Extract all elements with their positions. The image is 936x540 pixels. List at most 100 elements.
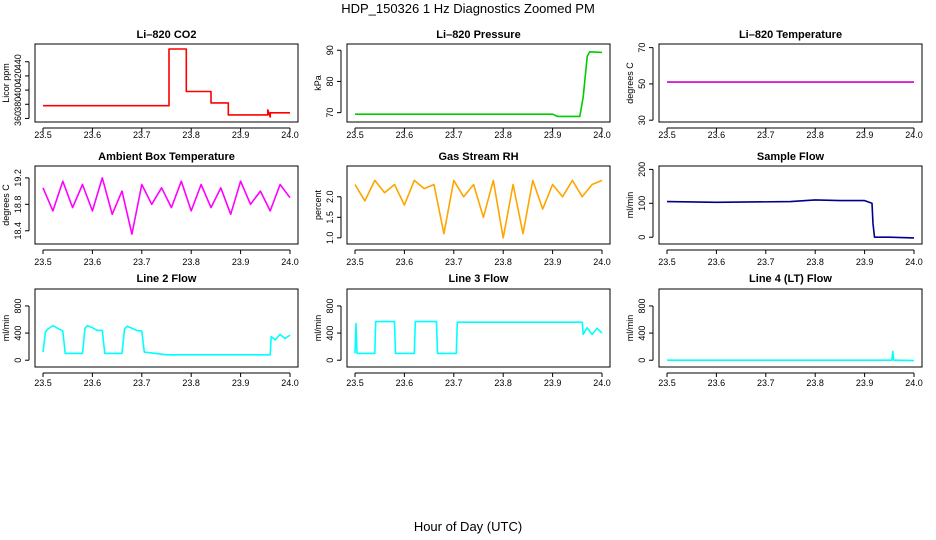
y-tick-label: 380 — [13, 97, 23, 112]
y-axis: 0 100 200 — [637, 162, 654, 240]
plot-frame — [658, 43, 923, 123]
y-axis-label: percent — [313, 189, 323, 220]
x-tick-label: 23.7 — [133, 130, 151, 140]
x-tick-label: 23.5 — [658, 378, 676, 388]
x-tick-label: 23.8 — [806, 378, 824, 388]
x-tick-label: 23.6 — [396, 257, 414, 267]
x-tick-label: 23.6 — [84, 378, 102, 388]
panel-title: Li–820 Pressure — [436, 29, 520, 41]
plot-frame — [346, 43, 611, 123]
x-tick-label: 23.9 — [544, 257, 562, 267]
y-axis: 0 400 800 — [637, 298, 654, 363]
y-tick-label: 400 — [637, 326, 647, 341]
y-tick-label: 420 — [13, 68, 23, 83]
x-tick-label: 23.7 — [445, 257, 463, 267]
y-tick-label: 90 — [325, 45, 335, 55]
y-axis-label: Licor ppm — [1, 63, 11, 103]
y-tick-label: 18.8 — [13, 196, 23, 214]
series-line — [43, 48, 290, 118]
x-tick-label: 23.8 — [806, 257, 824, 267]
y-tick-label: 0 — [325, 358, 335, 363]
y-tick-label: 400 — [325, 326, 335, 341]
y-tick-label: 800 — [13, 298, 23, 313]
panel-title: Li–820 Temperature — [739, 29, 842, 41]
y-tick-label: 360 — [13, 111, 23, 126]
y-tick-label: 30 — [637, 115, 647, 125]
y-axis-label: ml/min — [625, 315, 635, 342]
y-tick-label: 200 — [637, 162, 647, 177]
x-tick-label: 23.8 — [806, 130, 824, 140]
y-tick-label: 70 — [637, 43, 647, 53]
plot-frame — [34, 288, 299, 368]
panel-3: Li–820 Temperature 23.5 23.6 23.7 23.8 23.9 24… — [625, 29, 923, 140]
x-axis: 23.5 23.6 23.7 23.8 23.9 24.0 — [34, 372, 299, 388]
panel-1: Li–820 CO2 23.5 23.6 23.7 23.8 23.9 24.0 360380… — [1, 29, 299, 140]
panel-7: Line 2 Flow 23.5 23.6 23.7 23.8 23.9 24.0 0 400 8… — [1, 273, 299, 388]
y-axis: 0 400 800 — [325, 298, 342, 363]
x-tick-label: 23.6 — [708, 257, 726, 267]
y-tick-label: 50 — [637, 79, 647, 89]
plot-frame — [658, 165, 923, 245]
series-line — [667, 350, 915, 362]
x-tick-label: 23.5 — [346, 257, 364, 267]
x-tick-label: 23.9 — [544, 378, 562, 388]
x-tick-label: 23.8 — [494, 130, 512, 140]
x-tick-label: 23.6 — [84, 257, 102, 267]
x-tick-label: 23.5 — [346, 130, 364, 140]
panel-title: Sample Flow — [757, 151, 825, 163]
panel-title: Line 3 Flow — [449, 273, 509, 285]
y-tick-label: 18.4 — [13, 222, 23, 240]
y-tick-label: 0 — [13, 358, 23, 363]
y-tick-label: 80 — [325, 76, 335, 86]
y-axis-label: ml/min — [625, 192, 635, 219]
series-line — [42, 177, 291, 235]
x-tick-label: 24.0 — [593, 378, 611, 388]
y-tick-label: 800 — [325, 298, 335, 313]
x-tick-label: 23.7 — [757, 130, 775, 140]
x-tick-label: 23.8 — [182, 378, 200, 388]
y-tick-label: 400 — [13, 326, 23, 341]
x-tick-label: 23.7 — [445, 130, 463, 140]
panel-title: Li–820 CO2 — [137, 29, 197, 41]
x-tick-label: 23.9 — [856, 257, 874, 267]
y-axis-label: kPa — [313, 75, 323, 91]
x-tick-label: 23.6 — [708, 378, 726, 388]
y-axis: 70 80 90 — [325, 45, 342, 118]
x-tick-label: 23.8 — [494, 257, 512, 267]
plot-frame — [658, 288, 923, 368]
x-tick-label: 23.7 — [757, 257, 775, 267]
panel-title: Line 4 (LT) Flow — [749, 273, 832, 285]
y-tick-label: 0 — [637, 358, 647, 363]
series-line — [354, 320, 603, 355]
x-tick-label: 23.9 — [232, 257, 250, 267]
panel-9: Line 4 (LT) Flow 23.5 23.6 23.7 23.8 23.9 24.0… — [625, 273, 923, 388]
x-tick-label: 23.5 — [34, 378, 52, 388]
y-tick-label: 800 — [637, 298, 647, 313]
figure-x-axis-label: Hour of Day (UTC) — [414, 519, 522, 534]
y-tick-label: 19.2 — [13, 169, 23, 187]
x-tick-label: 24.0 — [905, 378, 923, 388]
x-axis: 23.5 23.6 23.7 23.8 23.9 24.0 — [658, 372, 923, 388]
x-tick-label: 24.0 — [905, 130, 923, 140]
x-tick-label: 23.9 — [856, 378, 874, 388]
series-line — [666, 199, 915, 239]
y-axis-label: ml/min — [313, 315, 323, 342]
x-axis: 23.5 23.6 23.7 23.8 23.9 24.0 — [346, 249, 611, 267]
panel-5: Gas Stream RH 23.5 23.6 23.7 23.8 23.9 24.0 1.0… — [313, 151, 611, 267]
x-tick-label: 23.9 — [856, 130, 874, 140]
x-tick-label: 23.6 — [708, 130, 726, 140]
y-tick-label: 440 — [13, 54, 23, 69]
y-tick-label: 70 — [325, 108, 335, 118]
x-axis: 23.5 23.6 23.7 23.8 23.9 24.0 — [346, 127, 611, 140]
plot-frame — [346, 288, 611, 368]
y-axis: 30 50 70 — [637, 43, 654, 125]
x-tick-label: 23.5 — [346, 378, 364, 388]
x-tick-label: 23.9 — [232, 130, 250, 140]
x-tick-label: 24.0 — [593, 257, 611, 267]
panels: Li–820 CO2 23.5 23.6 23.7 23.8 23.9 24.0 360380… — [1, 29, 923, 388]
y-tick-label: 1.5 — [325, 211, 335, 224]
x-tick-label: 24.0 — [281, 378, 299, 388]
series-line — [355, 50, 603, 118]
